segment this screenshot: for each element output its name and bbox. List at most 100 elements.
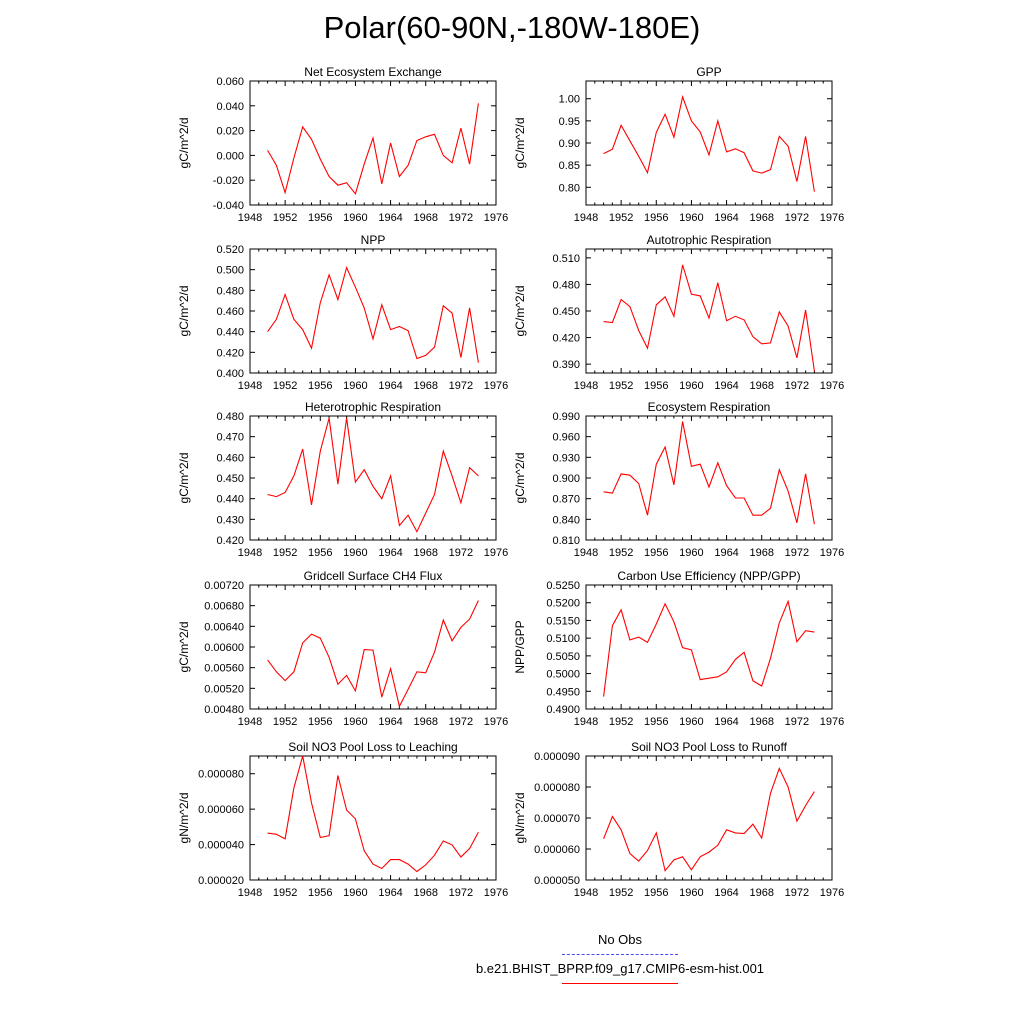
x-tick-label: 1956 xyxy=(644,547,668,559)
y-tick-label: 0.500 xyxy=(216,265,244,277)
subplot-title: GPP xyxy=(696,65,721,79)
y-tick-label: 0.020 xyxy=(216,126,244,138)
plot-frame xyxy=(585,248,833,374)
y-tick-label: 0.480 xyxy=(216,285,244,297)
y-tick-label: 0.520 xyxy=(216,244,244,256)
y-tick-label: 0.960 xyxy=(552,432,580,444)
figure-title: Polar(60-90N,-180W-180E) xyxy=(323,10,701,45)
y-axis-label: gC/m^2/d xyxy=(513,453,527,504)
x-tick-label: 1960 xyxy=(679,716,703,728)
x-tick-label: 1948 xyxy=(238,212,262,224)
x-tick-label: 1952 xyxy=(609,887,633,899)
y-tick-label: 0.440 xyxy=(216,327,244,339)
y-tick-label: 0.900 xyxy=(552,473,580,485)
x-tick-label: 1972 xyxy=(449,887,473,899)
legend-label-model-run: b.e21.BHIST_BPRP.f09_g17.CMIP6-esm-hist.… xyxy=(475,961,765,976)
x-tick-label: 1976 xyxy=(484,547,508,559)
x-tick-label: 1976 xyxy=(820,212,844,224)
y-tick-label: 0.440 xyxy=(216,494,244,506)
y-tick-label: 0.5250 xyxy=(546,580,580,592)
x-tick-label: 1972 xyxy=(785,887,809,899)
x-tick-label: 1972 xyxy=(449,716,473,728)
y-tick-label: 0.040 xyxy=(216,101,244,113)
x-tick-label: 1960 xyxy=(343,716,367,728)
x-tick-label: 1968 xyxy=(413,212,437,224)
y-tick-label: 0.390 xyxy=(552,359,580,371)
subplot-title: Net Ecosystem Exchange xyxy=(304,65,442,79)
y-tick-label: 0.930 xyxy=(552,452,580,464)
x-tick-label: 1972 xyxy=(785,547,809,559)
y-tick-label: 0.00640 xyxy=(204,621,244,633)
y-axis-label: gC/m^2/d xyxy=(177,622,191,673)
subplot-10: Soil NO3 Pool Loss to Runoff 1948 1952 1956… xyxy=(513,740,844,899)
x-tick-label: 1956 xyxy=(644,887,668,899)
x-tick-label: 1976 xyxy=(820,547,844,559)
plot-frame xyxy=(249,755,497,881)
y-tick-label: 0.420 xyxy=(552,333,580,345)
y-tick-label: 0.840 xyxy=(552,514,580,526)
x-tick-label: 1964 xyxy=(714,380,738,392)
x-tick-label: 1956 xyxy=(308,380,332,392)
y-tick-label: 0.80 xyxy=(559,182,580,194)
y-tick-label: 0.95 xyxy=(559,116,580,128)
y-tick-label: 0.430 xyxy=(216,514,244,526)
x-tick-label: 1964 xyxy=(714,716,738,728)
y-tick-label: 0.420 xyxy=(216,347,244,359)
y-tick-label: 0.060 xyxy=(216,76,244,88)
y-tick-label: 1.00 xyxy=(559,94,580,106)
x-tick-label: 1964 xyxy=(378,887,402,899)
y-tick-label: 0.510 xyxy=(552,253,580,265)
y-tick-label: 0.00520 xyxy=(204,683,244,695)
subplot-6: Ecosystem Respiration 1948 1952 1956 1960 196… xyxy=(513,400,844,559)
x-tick-label: 1948 xyxy=(574,547,598,559)
y-tick-label: 0.000040 xyxy=(198,840,244,852)
y-tick-label: 0.000 xyxy=(216,150,244,162)
y-tick-label: 0.00680 xyxy=(204,601,244,613)
x-tick-label: 1960 xyxy=(343,887,367,899)
legend-line-model-run xyxy=(562,983,678,984)
x-tick-label: 1976 xyxy=(484,716,508,728)
x-tick-label: 1956 xyxy=(644,380,668,392)
subplot-8: Carbon Use Efficiency (NPP/GPP) 1948 1952 1… xyxy=(513,569,844,728)
x-tick-label: 1972 xyxy=(785,212,809,224)
x-tick-label: 1952 xyxy=(273,212,297,224)
y-axis-label: gC/m^2/d xyxy=(177,286,191,337)
series-line-1 xyxy=(267,417,479,533)
y-tick-label: 0.870 xyxy=(552,494,580,506)
series-line-1 xyxy=(603,264,815,372)
y-tick-label: 0.4900 xyxy=(546,704,580,716)
x-tick-label: 1960 xyxy=(679,212,703,224)
x-tick-label: 1972 xyxy=(449,212,473,224)
x-tick-label: 1968 xyxy=(413,380,437,392)
series-line-1 xyxy=(603,766,815,872)
series-line-1 xyxy=(603,421,815,525)
y-tick-label: 0.400 xyxy=(216,368,244,380)
y-tick-label: 0.5050 xyxy=(546,651,580,663)
x-tick-label: 1964 xyxy=(378,380,402,392)
y-tick-label: 0.4950 xyxy=(546,686,580,698)
y-tick-label: 0.000020 xyxy=(198,875,244,887)
y-tick-label: 0.990 xyxy=(552,411,580,423)
x-tick-label: 1952 xyxy=(609,380,633,392)
x-tick-label: 1948 xyxy=(574,212,598,224)
y-axis-label: gC/m^2/d xyxy=(177,453,191,504)
subplot-3: NPP 1948 1952 1956 1960 1964 1968 1972 1976 0.400… xyxy=(177,233,508,392)
y-axis-label: gN/m^2/d xyxy=(513,793,527,844)
x-tick-label: 1964 xyxy=(714,887,738,899)
x-tick-label: 1972 xyxy=(785,380,809,392)
x-tick-label: 1976 xyxy=(484,380,508,392)
y-tick-label: 0.00560 xyxy=(204,663,244,675)
y-axis-label: gC/m^2/d xyxy=(513,286,527,337)
x-tick-label: 1956 xyxy=(308,716,332,728)
x-tick-label: 1948 xyxy=(574,716,598,728)
series-line-1 xyxy=(267,600,479,708)
y-axis-label: NPP/GPP xyxy=(513,620,527,673)
y-tick-label: 0.5200 xyxy=(546,598,580,610)
plot-frame xyxy=(585,80,833,206)
x-tick-label: 1968 xyxy=(749,547,773,559)
y-axis-label: gC/m^2/d xyxy=(513,118,527,169)
x-tick-label: 1948 xyxy=(574,380,598,392)
subplot-5: Heterotrophic Respiration 1948 1952 1956 196… xyxy=(177,400,508,559)
